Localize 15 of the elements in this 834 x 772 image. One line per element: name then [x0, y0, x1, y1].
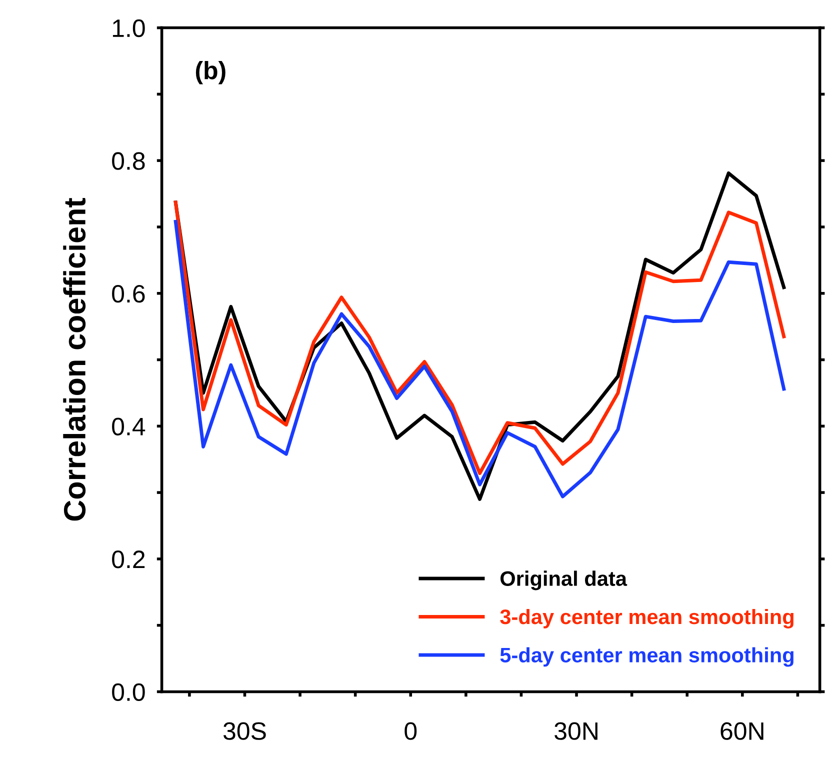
y-tick-label: 0.6 [112, 284, 145, 303]
y-tick-label: 0.8 [112, 152, 145, 170]
legend-label: Original data [500, 570, 628, 590]
x-tick-label: 30S [223, 722, 266, 740]
y-tick-label: 0.4 [112, 418, 146, 436]
x-tick-label: 0 [404, 722, 417, 740]
x-tick-label: 60N [720, 722, 764, 740]
x-tick-label: 30N [554, 722, 598, 740]
y-tick-label: 0.0 [112, 683, 145, 702]
legend-label: 3-day center mean smoothing [500, 608, 794, 628]
y-axis-title: Correlation coefficient [63, 198, 86, 521]
y-tick-label: 0.2 [112, 550, 145, 568]
annotation: (b) [196, 60, 226, 84]
y-tick-label: 1.0 [112, 19, 145, 38]
legend-label: 5-day center mean smoothing [500, 647, 794, 667]
